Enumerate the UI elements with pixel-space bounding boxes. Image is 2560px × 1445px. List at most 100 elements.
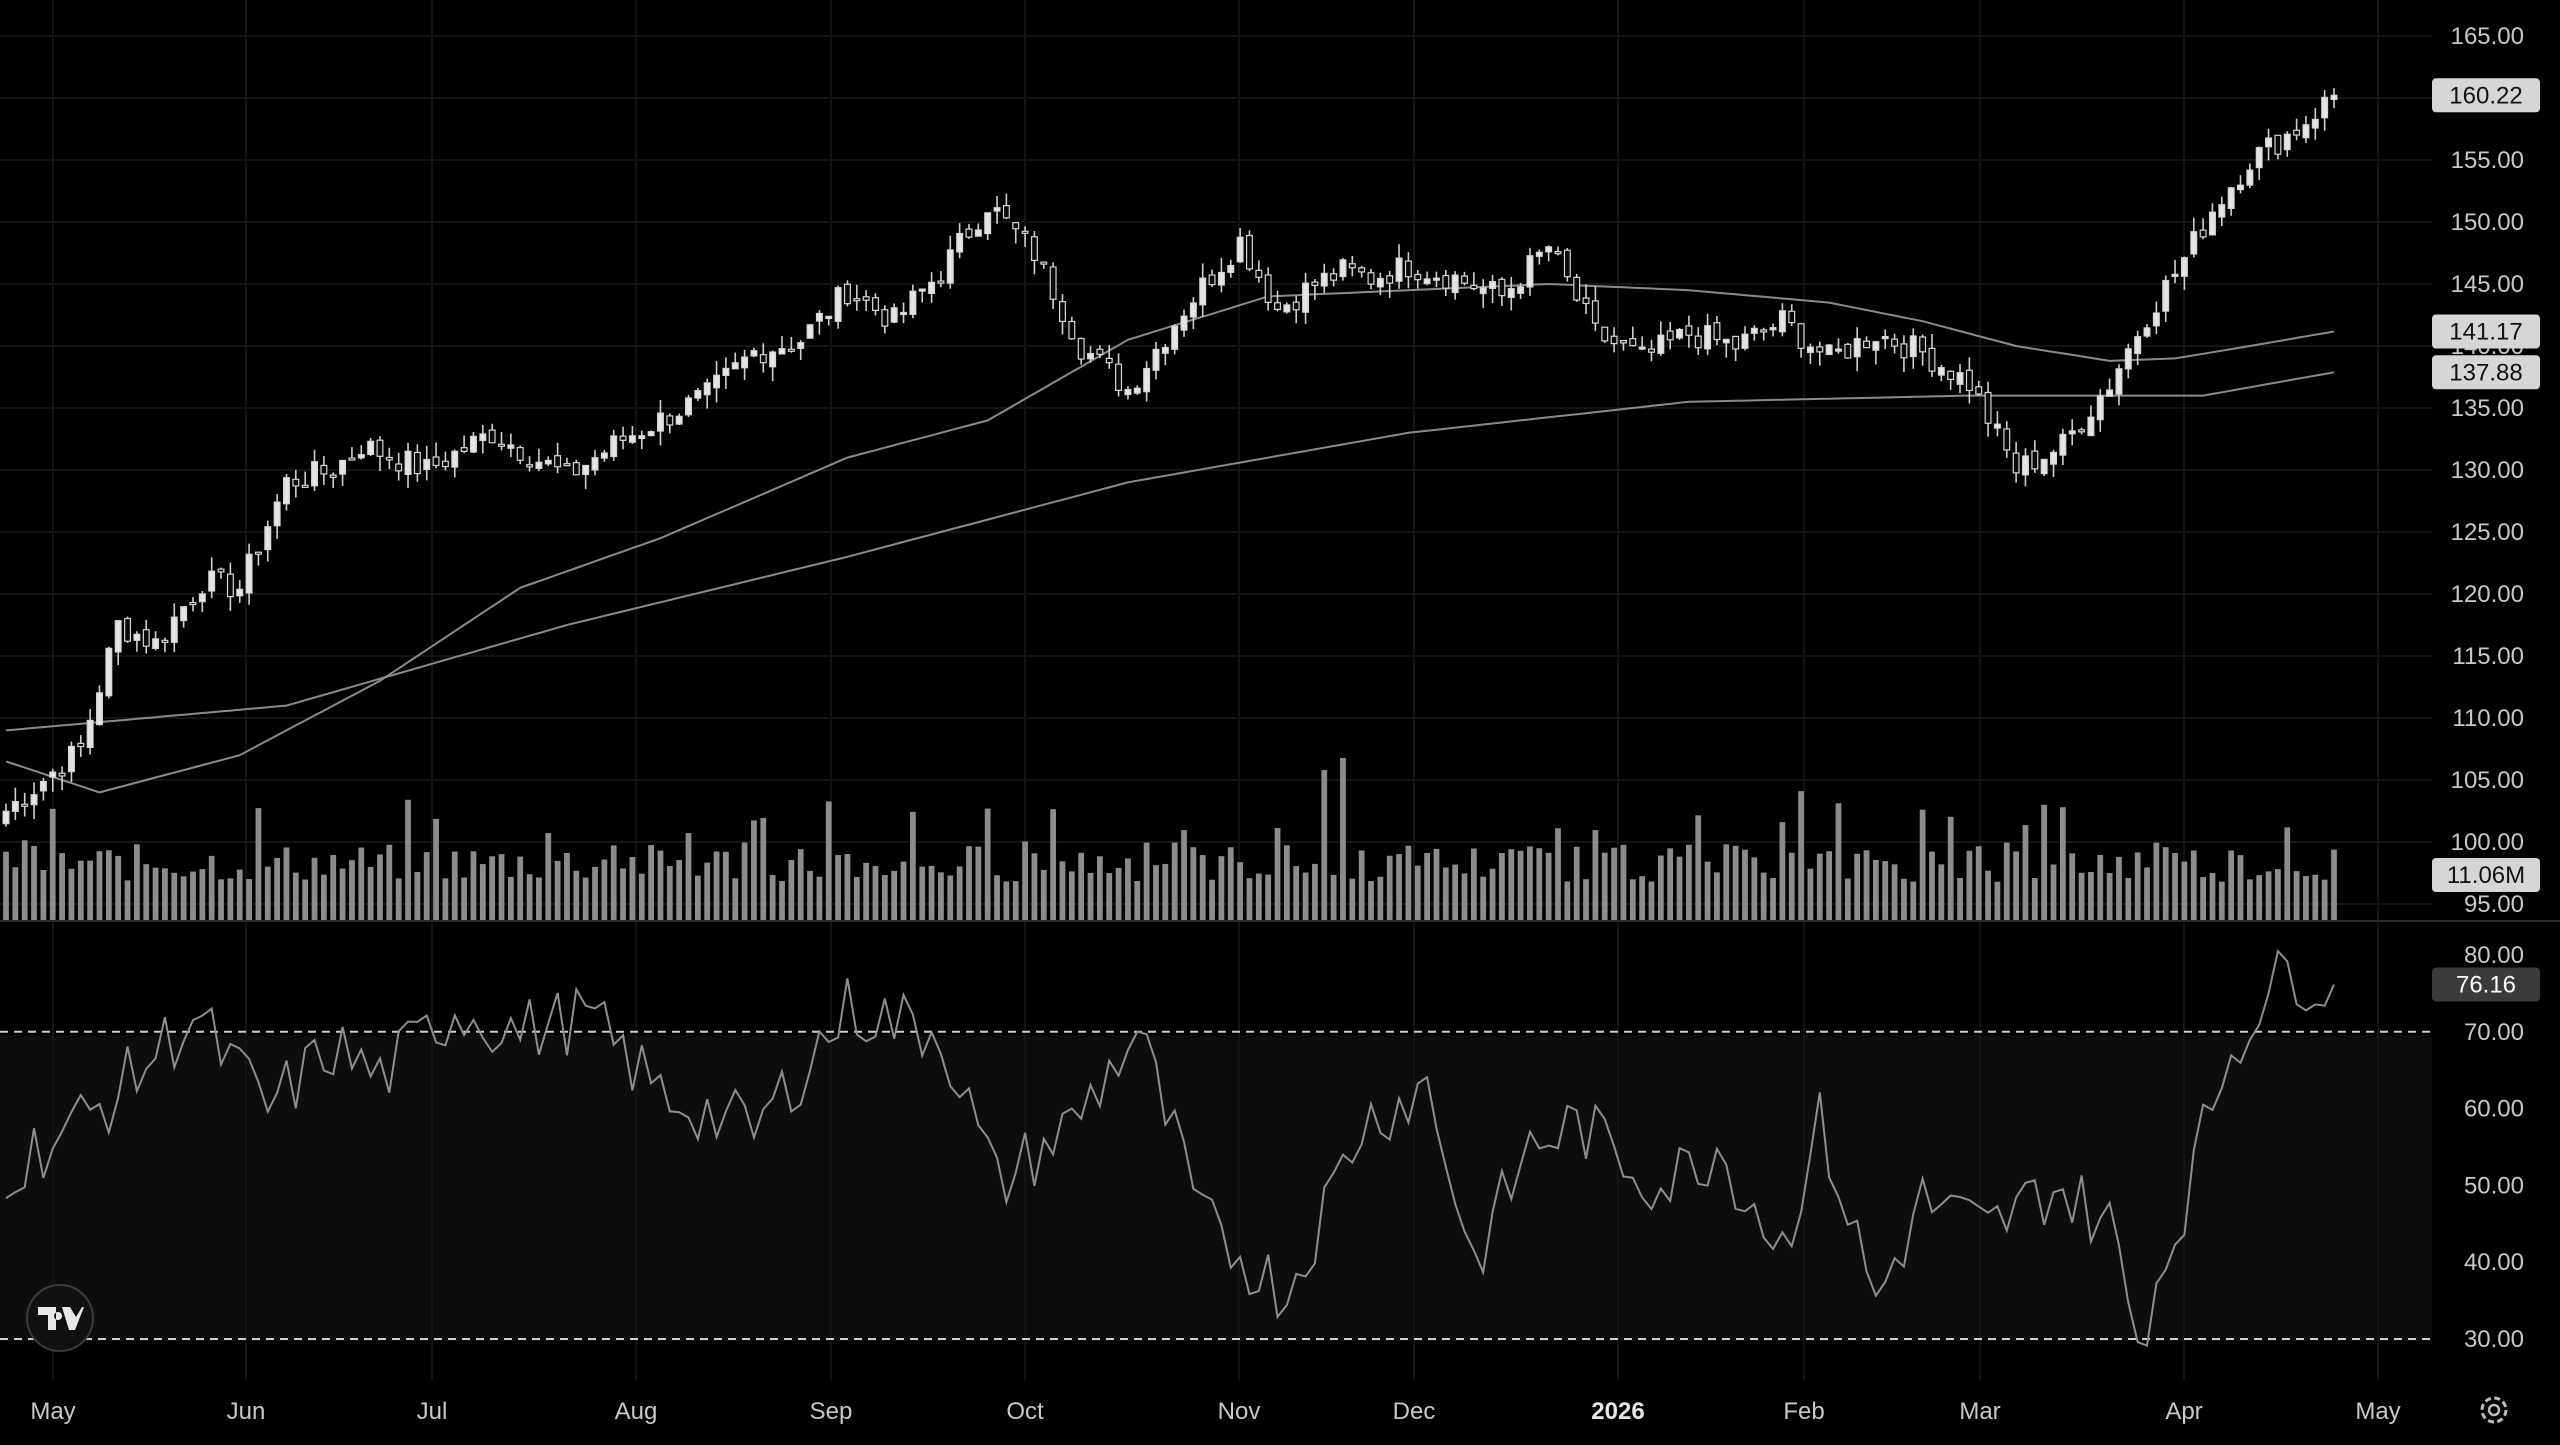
candle-up (544, 459, 552, 465)
volume-bar (1227, 847, 1234, 920)
volume-bar (1564, 881, 1571, 920)
volume-bar (975, 846, 982, 920)
candle-down (666, 415, 674, 426)
candle-up (198, 593, 206, 603)
candle-up (778, 348, 786, 355)
price-tick-label: 115.00 (2452, 643, 2524, 670)
rsi-tick-label: 40.00 (2464, 1249, 2524, 1276)
volume-bar (1863, 850, 1870, 920)
volume-bar (77, 860, 84, 920)
volume-bar (1742, 849, 1748, 920)
candle-down (1292, 301, 1300, 311)
volume-bar (2116, 856, 2122, 920)
volume-bar (1162, 863, 1169, 920)
volume-bar (2003, 842, 2010, 920)
volume-bar (1181, 830, 1187, 920)
volume-bar (1087, 872, 1094, 920)
volume-bar (218, 879, 224, 920)
volume-bar (2162, 847, 2169, 920)
candle-up (1489, 281, 1497, 289)
volume-bar (554, 860, 561, 920)
volume-bar (1003, 881, 1010, 920)
candle-up (582, 464, 590, 475)
volume-bar (526, 874, 533, 920)
volume-bar (2265, 871, 2272, 920)
candle-down (1348, 263, 1356, 269)
candle-up (946, 249, 954, 284)
candle-up (2311, 118, 2319, 129)
volume-bar (423, 852, 430, 920)
candle-up (2265, 137, 2273, 148)
volume-bar (1414, 865, 1421, 920)
candle-up (67, 745, 75, 773)
candle-up (638, 435, 646, 439)
volume-bar (1611, 847, 1617, 920)
candle-up (1180, 315, 1188, 331)
volume-bar (2331, 849, 2337, 920)
volume-bar (246, 879, 252, 920)
volume-bar (330, 854, 337, 920)
price-tick-label: 100.00 (2451, 829, 2524, 856)
volume-bar (1676, 856, 1683, 920)
candle-down (1096, 348, 1104, 355)
candle-up (1993, 423, 2001, 429)
volume-bar (1788, 852, 1795, 920)
volume-bar (666, 866, 673, 920)
candle-up (282, 477, 290, 505)
volume-bar (853, 876, 860, 920)
candle-up (1937, 367, 1945, 376)
candle-up (675, 415, 683, 425)
candle-up (1956, 372, 1964, 385)
candle-down (348, 457, 356, 461)
candle-up (105, 647, 113, 697)
candle-down (21, 803, 29, 807)
volume-bar (227, 878, 234, 920)
month-label: Sep (810, 1398, 853, 1425)
rsi-tick-label: 70.00 (2464, 1019, 2524, 1046)
volume-bar (171, 872, 178, 920)
candle-up (2237, 184, 2244, 191)
candle-up (1657, 334, 1665, 354)
candle-up (2068, 430, 2076, 435)
volume-bar (956, 866, 963, 920)
candle-up (2152, 312, 2160, 327)
volume-bar (236, 869, 243, 920)
volume-bar (377, 854, 383, 920)
price-tick-label: 105.00 (2451, 767, 2524, 794)
candle-down (1105, 357, 1113, 364)
volume-bar (1854, 853, 1861, 920)
candle-down (1685, 325, 1693, 336)
volume-bar (966, 846, 972, 920)
candle-up (11, 800, 19, 812)
candle-up (1339, 259, 1347, 278)
candle-down (2199, 229, 2207, 238)
volume-bar (1798, 791, 1804, 920)
volume-bar (2088, 872, 2094, 920)
month-label: Jun (227, 1398, 266, 1425)
volume-bar (87, 860, 94, 920)
volume-bar (2256, 875, 2263, 920)
volume-bar (2190, 850, 2197, 920)
volume-bar (1330, 874, 1337, 920)
candle-up (1423, 278, 1431, 285)
candle-down (881, 309, 889, 327)
ma200-tag: 137.88 (2449, 359, 2522, 386)
volume-bar (2200, 876, 2206, 920)
volume-bar (49, 808, 56, 920)
candle-down (58, 772, 66, 777)
volume-bar (713, 851, 720, 920)
candle-up (1395, 257, 1403, 282)
tradingview-logo[interactable] (26, 1284, 94, 1352)
candle-down (1040, 261, 1048, 265)
time-axis[interactable]: May Jun Jul Aug Sep Oct Nov Dec 2026 Feb Mar Apr May (30, 1398, 2400, 1425)
candle-down (1947, 370, 1955, 381)
volume-bar (302, 879, 309, 920)
candle-down (1021, 230, 1029, 234)
settings-gear-icon[interactable] (2480, 1396, 2508, 1424)
volume-bar (2218, 881, 2225, 920)
candle-up (1161, 346, 1169, 354)
candle-up (1526, 255, 1534, 288)
volume-bar (1424, 852, 1430, 920)
